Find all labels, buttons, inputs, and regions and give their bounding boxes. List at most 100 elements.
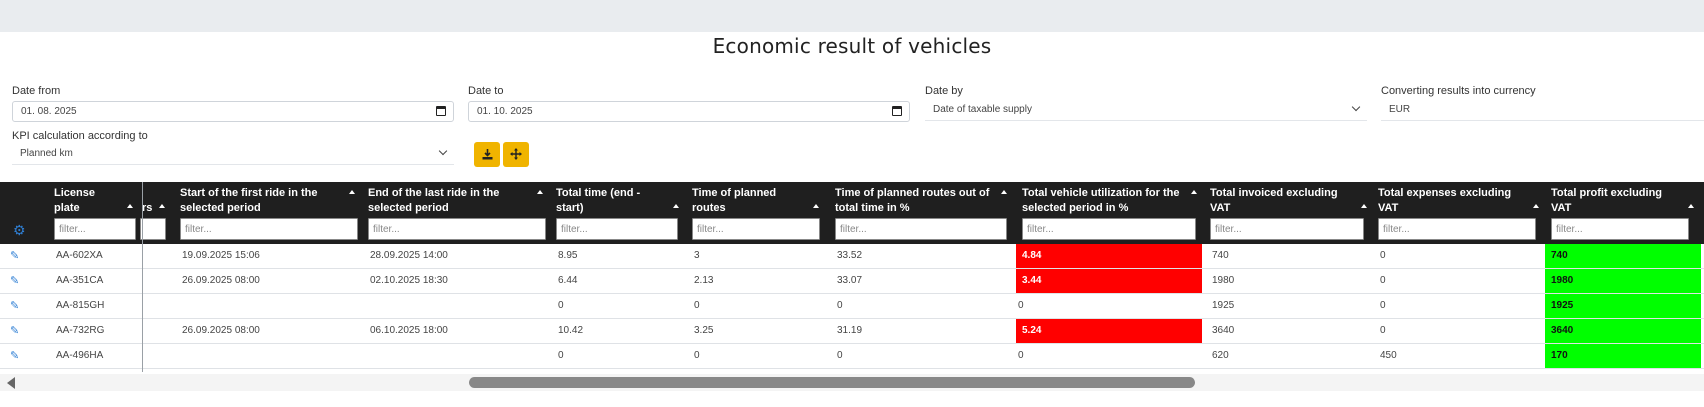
cell-last: 02.10.2025 18:30 [370, 275, 448, 286]
cell-expenses: 450 [1380, 350, 1397, 361]
date-by-select[interactable]: Date of taxable supply [925, 100, 1367, 121]
column-first-ride[interactable]: Start of the first ride in the selected … [180, 182, 358, 244]
date-from-label: Date from [12, 85, 61, 97]
filter-input-license-plate[interactable] [54, 218, 136, 240]
cell-plate: AA-351CA [56, 275, 104, 286]
cell-planned: 0 [694, 300, 700, 311]
table-row[interactable]: ✎ AA-351CA 26.09.2025 08:00 02.10.2025 18:3… [0, 269, 1704, 294]
cell-pct: 33.07 [837, 275, 863, 286]
sort-asc-icon[interactable] [159, 204, 165, 208]
edit-icon[interactable]: ✎ [10, 300, 20, 312]
sort-asc-icon[interactable] [813, 204, 819, 208]
frozen-column-divider [142, 182, 143, 372]
filter-input-total-time[interactable] [556, 218, 678, 240]
column-license-plate[interactable]: License plate [54, 182, 136, 244]
table-row[interactable]: ✎ AA-815GH 0 0 0 0 1925 0 1925 [0, 294, 1704, 319]
cell-first: 26.09.2025 08:00 [182, 325, 260, 336]
download-icon [482, 149, 492, 160]
sort-asc-icon[interactable] [1001, 190, 1007, 194]
column-invoiced[interactable]: Total invoiced excluding VAT [1210, 182, 1370, 244]
cell-profit: 1980 [1545, 269, 1701, 293]
edit-icon[interactable]: ✎ [10, 350, 20, 362]
cell-total: 10.42 [558, 325, 584, 336]
column-label: Total invoiced excluding VAT [1210, 187, 1338, 214]
filter-input-profit[interactable] [1551, 218, 1689, 240]
cell-expenses: 0 [1380, 275, 1386, 286]
cell-profit: 740 [1545, 244, 1701, 268]
column-label: Time of planned routes out of total time… [835, 187, 990, 214]
cell-invoiced: 620 [1212, 350, 1229, 361]
filter-input-planned-time[interactable] [692, 218, 820, 240]
column-expenses[interactable]: Total expenses excluding VAT [1378, 182, 1542, 244]
filters-panel: Date from 01. 08. 2025 Date to 01. 10. 2… [0, 64, 1704, 182]
settings-cogs-icon[interactable]: ⚙ [13, 222, 26, 238]
column-planned-pct[interactable]: Time of planned routes out of total time… [835, 182, 1010, 244]
date-from-input[interactable]: 01. 08. 2025 [12, 101, 454, 122]
cell-plate: AA-732RG [56, 325, 105, 336]
chevron-down-icon [438, 146, 448, 156]
table-row[interactable]: ✎ AA-602XA 19.09.2025 15:06 28.09.2025 14:0… [0, 244, 1704, 269]
filter-input-utilization[interactable] [1022, 218, 1196, 240]
sort-asc-icon[interactable] [349, 190, 355, 194]
cell-util: 0 [1018, 350, 1024, 361]
edit-icon[interactable]: ✎ [10, 325, 20, 337]
cell-expenses: 0 [1380, 250, 1386, 261]
column-label: License plate [54, 187, 95, 214]
cell-pct: 33.52 [837, 250, 863, 261]
cell-util: 5.24 [1016, 319, 1202, 343]
scroll-left-arrow-icon[interactable] [7, 377, 15, 389]
sort-asc-icon[interactable] [1533, 204, 1539, 208]
fullscreen-button[interactable] [503, 142, 529, 167]
sort-asc-icon[interactable] [127, 204, 133, 208]
table-row[interactable]: ✎ AA-496HA 0 0 0 0 620 450 170 [0, 344, 1704, 369]
scrollbar-thumb[interactable] [469, 377, 1195, 388]
cell-first: 26.09.2025 08:00 [182, 275, 260, 286]
cell-planned: 3.25 [694, 325, 714, 336]
column-label: Start of the first ride in the selected … [180, 187, 318, 214]
edit-icon[interactable]: ✎ [10, 250, 20, 262]
kpi-label: KPI calculation according to [12, 130, 148, 142]
calendar-icon[interactable] [892, 106, 902, 116]
filter-input-partial[interactable] [140, 218, 166, 240]
vehicles-table: ⚙ License plate rs Start of the first ri… [0, 182, 1704, 372]
column-utilization[interactable]: Total vehicle utilization for the select… [1022, 182, 1200, 244]
kpi-select[interactable]: Planned km [12, 144, 454, 165]
table-row[interactable]: ✎ AA-732RG 26.09.2025 08:00 06.10.2025 18:0… [0, 319, 1704, 344]
cell-util: 3.44 [1016, 269, 1202, 293]
date-to-value: 01. 10. 2025 [477, 106, 533, 117]
sort-asc-icon[interactable] [537, 190, 543, 194]
cell-planned: 0 [694, 350, 700, 361]
cell-plate: AA-602XA [56, 250, 103, 261]
column-planned-time[interactable]: Time of planned routes [692, 182, 822, 244]
horizontal-scrollbar[interactable] [0, 374, 1704, 391]
filter-input-first-ride[interactable] [180, 218, 358, 240]
sort-asc-icon[interactable] [1361, 204, 1367, 208]
filter-input-planned-pct[interactable] [835, 218, 1007, 240]
currency-label: Converting results into currency [1381, 85, 1536, 97]
column-last-ride[interactable]: End of the last ride in the selected per… [368, 182, 546, 244]
cell-total: 6.44 [558, 275, 578, 286]
cell-pct: 0 [837, 300, 843, 311]
column-profit[interactable]: Total profit excluding VAT [1551, 182, 1697, 244]
column-label: Total time (end - start) [556, 187, 641, 214]
edit-icon[interactable]: ✎ [10, 275, 20, 287]
date-to-input[interactable]: 01. 10. 2025 [468, 101, 910, 122]
cell-invoiced: 740 [1212, 250, 1229, 261]
filter-input-invoiced[interactable] [1210, 218, 1364, 240]
cell-first [180, 344, 358, 368]
kpi-value: Planned km [20, 148, 73, 159]
sort-asc-icon[interactable] [1191, 190, 1197, 194]
calendar-icon[interactable] [436, 106, 446, 116]
cell-expenses: 0 [1380, 325, 1386, 336]
currency-select[interactable]: EUR [1381, 100, 1704, 121]
cell-total: 0 [558, 300, 564, 311]
column-partial[interactable]: rs [140, 182, 168, 244]
download-button[interactable] [474, 142, 500, 167]
sort-asc-icon[interactable] [673, 204, 679, 208]
filter-input-last-ride[interactable] [368, 218, 546, 240]
filter-input-expenses[interactable] [1378, 218, 1536, 240]
sort-asc-icon[interactable] [1688, 204, 1694, 208]
column-total-time[interactable]: Total time (end - start) [556, 182, 682, 244]
cell-profit: 3640 [1545, 319, 1701, 343]
cell-last: 06.10.2025 18:00 [370, 325, 448, 336]
